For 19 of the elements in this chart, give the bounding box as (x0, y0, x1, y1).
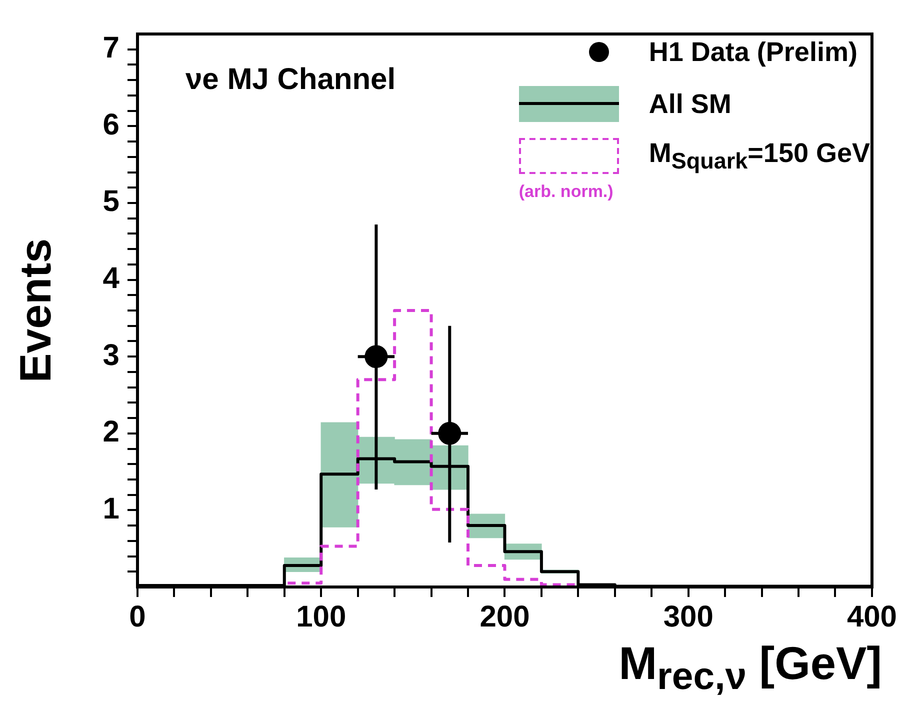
y-tick-label: 1 (102, 492, 120, 526)
x-tick-label: 100 (296, 600, 346, 634)
y-axis-title: Events (12, 238, 61, 383)
legend-label: All SM (648, 88, 732, 120)
x-axis-title: M$_{rec,ν}$ [GeV] (618, 636, 882, 699)
y-tick-label: 4 (102, 262, 120, 296)
y-tick-label: 3 (102, 338, 120, 372)
text: νe MJ Channel (185, 63, 396, 96)
y-tick-label: 5 (102, 185, 120, 218)
legend-label: H1 Data (Prelim) (648, 36, 858, 68)
legend-label: M$_{Squark}$=150 GeV (648, 138, 870, 174)
y-tick-label: 2 (102, 416, 120, 449)
x-tick-label: 300 (663, 600, 714, 634)
y-tick-label: 6 (102, 108, 120, 142)
annotation: (arb. norm.) (518, 182, 614, 202)
x-tick-label: 200 (480, 600, 530, 634)
x-tick-label: 400 (846, 600, 898, 634)
y-tick-label: 7 (102, 32, 120, 65)
x-tick-label: 0 (129, 600, 146, 634)
